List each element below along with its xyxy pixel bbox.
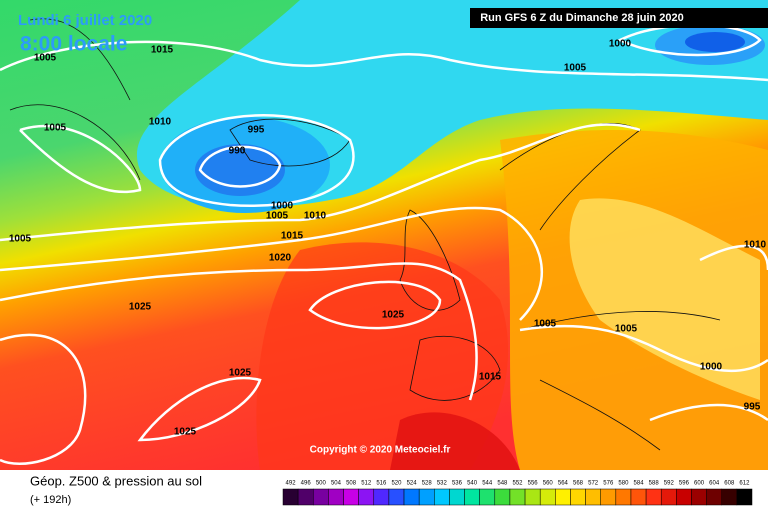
scale-swatch — [373, 488, 390, 506]
copyright: Copyright © 2020 Meteociel.fr — [310, 445, 451, 456]
isobar-label: 1025 — [229, 368, 252, 379]
isobar-label: 1020 — [269, 253, 292, 264]
isobar-label: 1000 — [609, 39, 632, 50]
scale-swatch — [449, 488, 465, 506]
isobar-label: 1025 — [129, 302, 152, 313]
isobar-label: 1005 — [266, 211, 289, 222]
isobar-label: 1005 — [44, 123, 67, 134]
run-banner — [470, 8, 768, 28]
scale-swatch — [615, 488, 632, 506]
scale-label: 588 — [649, 481, 660, 487]
scale-label: 504 — [331, 481, 342, 487]
legend-subtitle: (+ 192h) — [30, 494, 71, 506]
isobar-label: 1025 — [174, 427, 197, 438]
isobar-label: 1005 — [34, 53, 57, 64]
scale-label: 516 — [376, 481, 387, 487]
isobar-label: 1000 — [271, 201, 294, 212]
scale-label: 584 — [634, 481, 645, 487]
scale-swatch — [434, 488, 450, 506]
scale-label: 524 — [407, 481, 418, 487]
scale-swatch — [660, 488, 677, 506]
isobar-label: 1010 — [304, 211, 327, 222]
scale-label: 596 — [679, 481, 690, 487]
scale-swatch — [313, 488, 329, 506]
isobar-label: 1010 — [744, 240, 767, 251]
scale-swatch — [328, 488, 344, 506]
isobar-label: 1015 — [479, 372, 502, 383]
low-center — [685, 32, 745, 52]
isobar-label: 1005 — [564, 63, 587, 74]
scale-label: 532 — [437, 481, 448, 487]
scale-label: 564 — [558, 481, 569, 487]
isobar-label: 1005 — [615, 324, 638, 335]
scale-swatch — [494, 488, 511, 506]
forecast-date: Lundi 6 juillet 2020 — [18, 12, 152, 29]
scale-label: 552 — [512, 481, 523, 487]
isobar-label: 990 — [229, 146, 246, 157]
scale-label: 496 — [301, 481, 312, 487]
scale-swatch — [736, 488, 753, 506]
scale-swatch — [676, 488, 692, 506]
scale-label: 592 — [664, 481, 675, 487]
isobar-label: 1010 — [149, 117, 172, 128]
legend-title: Géop. Z500 & pression au sol — [30, 473, 202, 488]
hot-core — [390, 412, 520, 470]
scale-label: 604 — [709, 481, 720, 487]
scale-swatch — [343, 488, 359, 506]
scale-swatch — [645, 488, 662, 506]
scale-label: 500 — [316, 481, 327, 487]
isobar-label: 995 — [248, 125, 265, 136]
isobar-label: 1025 — [382, 310, 405, 321]
scale-swatch — [464, 488, 480, 506]
forecast-time: 8:00 locale — [20, 33, 127, 56]
isobar-label: 1000 — [700, 362, 723, 373]
scale-swatch — [388, 488, 405, 506]
scale-label: 508 — [346, 481, 357, 487]
scale-label: 572 — [588, 481, 599, 487]
scale-swatch — [585, 488, 601, 506]
scale-label: 612 — [739, 481, 750, 487]
scale-label: 512 — [361, 481, 372, 487]
scale-label: 568 — [573, 481, 584, 487]
scale-swatch — [509, 488, 526, 506]
scale-swatch — [706, 488, 722, 506]
scale-swatch — [721, 488, 738, 506]
scale-swatch — [358, 488, 375, 506]
isobar-label: 995 — [744, 402, 761, 413]
scale-label: 492 — [286, 481, 297, 487]
scale-swatch — [418, 488, 435, 506]
scale-swatch — [539, 488, 556, 506]
scale-swatch — [282, 488, 299, 506]
run-title: Run GFS 6 Z du Dimanche 28 juin 2020 — [480, 12, 684, 24]
scale-swatch — [555, 488, 571, 506]
scale-label: 520 — [391, 481, 402, 487]
scale-label: 580 — [618, 481, 629, 487]
isobar-label: 1015 — [281, 231, 304, 242]
scale-swatch — [570, 488, 586, 506]
scale-label: 608 — [724, 481, 735, 487]
scale-label: 548 — [497, 481, 508, 487]
scale-label: 576 — [603, 481, 614, 487]
scale-swatch — [297, 488, 314, 506]
scale-swatch — [403, 488, 420, 506]
scale-swatch — [630, 488, 647, 506]
scale-label: 528 — [422, 481, 433, 487]
scale-label: 560 — [543, 481, 554, 487]
scale-swatch — [479, 488, 496, 506]
scale-swatch — [600, 488, 617, 506]
scale-swatch — [691, 488, 707, 506]
ridge-area — [569, 198, 760, 400]
isobar-label: 1015 — [151, 45, 174, 56]
scale-label: 536 — [452, 481, 463, 487]
isobar-label: 1005 — [9, 234, 32, 245]
coastlines — [9, 18, 721, 451]
scale-label: 556 — [528, 481, 539, 487]
scale-label: 540 — [467, 481, 478, 487]
scale-label: 544 — [482, 481, 493, 487]
scale-swatch — [524, 488, 541, 506]
isobar-label: 1005 — [534, 319, 557, 330]
scale-label: 600 — [694, 481, 705, 487]
